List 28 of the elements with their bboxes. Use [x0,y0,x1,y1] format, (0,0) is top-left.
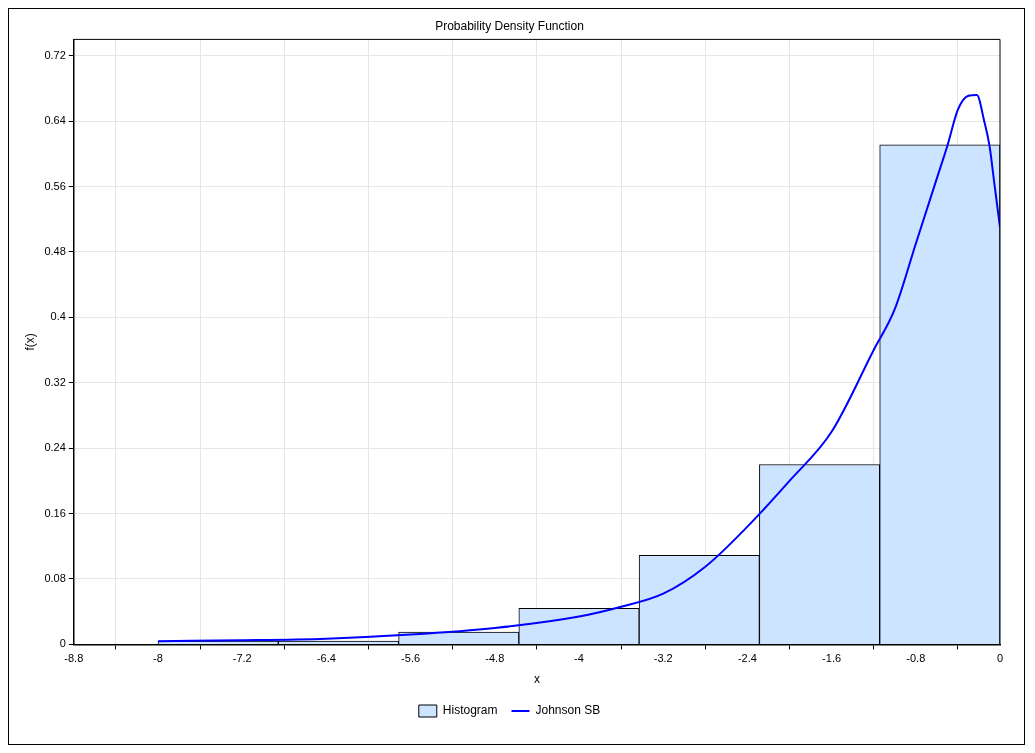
y-tick-label: 0.4 [50,310,66,323]
y-tick-label: 0.56 [44,179,66,192]
x-tick-label: -1.6 [822,652,842,665]
y-axis-title: f(x) [22,333,37,351]
x-tick-label: -4 [574,652,584,665]
x-tick-label: -3.2 [653,652,673,665]
x-tick-label: -2.4 [737,652,757,665]
legend-label: Histogram [442,703,498,718]
legend-label: Johnson SB [535,703,601,718]
x-tick-label: -4.8 [485,652,505,665]
line-series [157,94,1000,643]
x-tick-label: -7.2 [232,652,252,665]
y-tick-label: 0.48 [44,245,66,257]
y-tick-label: 0 [59,637,66,650]
x-tick-label: 0 [996,652,1004,665]
x-axis-title: x [533,672,540,687]
y-tick-label: 0.16 [44,506,66,519]
chart-title: Probability Density Function [435,18,584,33]
x-tick-label: -5.6 [401,652,421,665]
x-tick-label: -0.8 [906,652,926,665]
x-tick-label: -8.8 [64,652,84,665]
x-tick-label: -8 [153,652,163,665]
y-tick-label: 0.08 [44,572,66,585]
x-tick-label: -6.4 [316,652,336,665]
y-tick-label: 0.24 [44,441,66,454]
y-tick-label: 0.64 [44,114,66,127]
y-tick-label: 0.32 [44,375,66,388]
y-tick-label: 0.72 [44,48,66,61]
